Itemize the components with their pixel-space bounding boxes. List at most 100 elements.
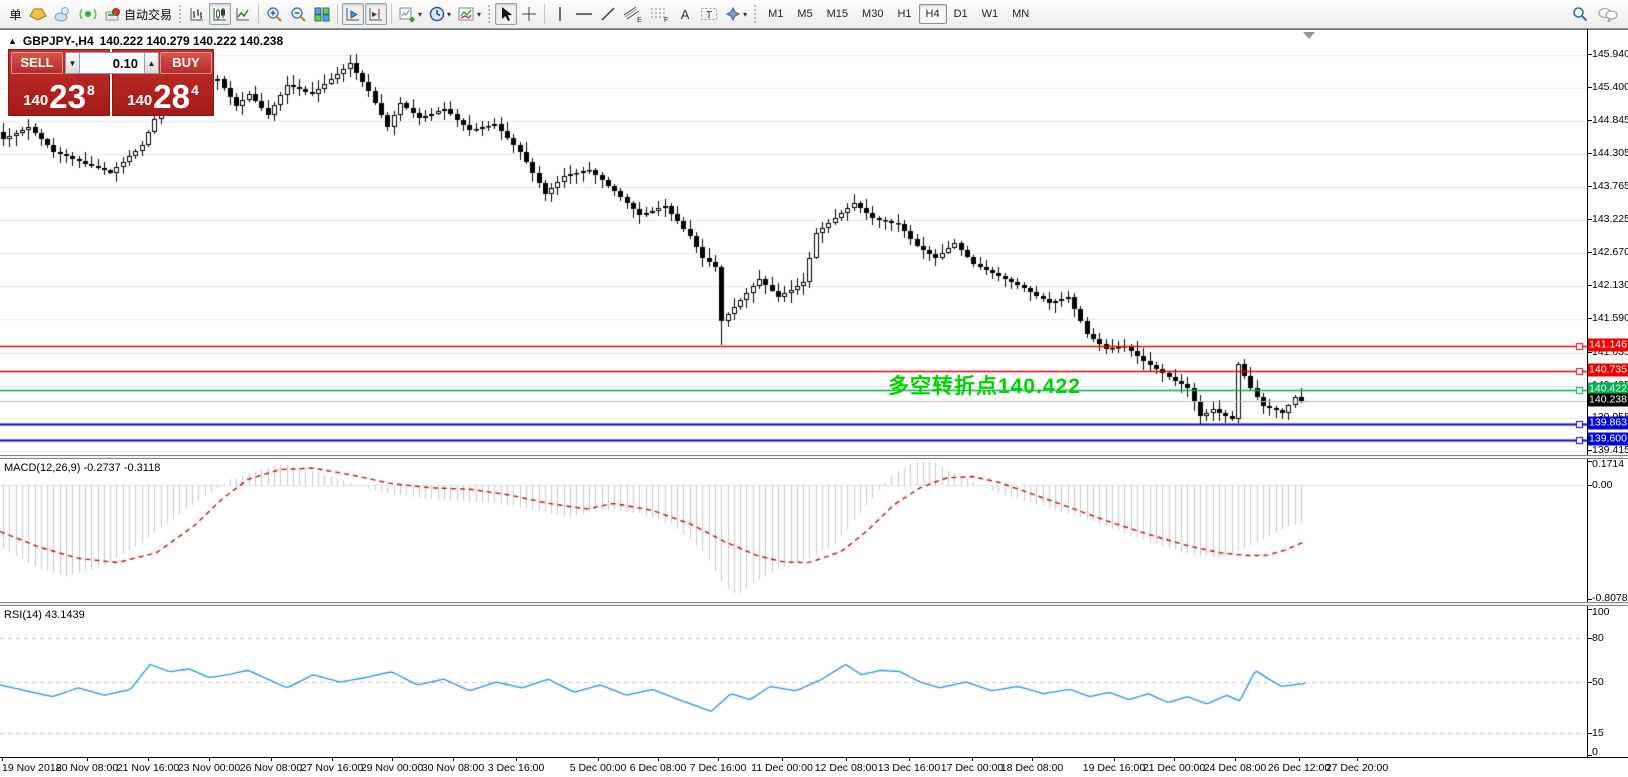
chart-shift-button[interactable] <box>365 3 388 25</box>
time-axis[interactable]: 19 Nov 2018 20 Nov 08:00 21 Nov 16:00 23 No… <box>0 757 1628 777</box>
label-button[interactable]: T <box>697 3 721 25</box>
sell-button[interactable]: SELL <box>11 52 63 74</box>
buy-button[interactable]: BUY <box>160 52 212 74</box>
chart-shift-marker-icon[interactable] <box>1303 32 1315 39</box>
chart-bars-button[interactable] <box>186 3 208 25</box>
time-axis-label: 23 Nov 00:00 <box>177 762 241 774</box>
rsi-scale-label: 50 <box>1592 676 1604 688</box>
price-chart-canvas[interactable] <box>0 30 1587 455</box>
cursor-button[interactable] <box>495 3 518 25</box>
macd-label: MACD(12,26,9) -0.2737 -0.3118 <box>4 462 160 474</box>
price-badge: 139.600 <box>1588 432 1628 446</box>
time-tick-mark <box>453 758 454 761</box>
price-tick-label: 139.415 <box>1592 444 1628 457</box>
autotrading-button[interactable]: 自动交易 <box>101 3 175 25</box>
volume-decrease-button[interactable]: ▼ <box>65 52 80 74</box>
periods-button[interactable]: ▾ <box>426 3 454 25</box>
symbol-period-label: GBPJPY-,H4 <box>22 34 94 48</box>
new-order-button[interactable]: 单 <box>3 3 25 25</box>
auto-scroll-button[interactable] <box>342 3 365 25</box>
pivot-annotation-text[interactable]: 多空转折点140.422 <box>888 375 1081 398</box>
time-axis-label: 13 Dec 16:00 <box>877 762 941 774</box>
time-tick-mark <box>972 758 973 761</box>
volume-increase-button[interactable]: ▲ <box>144 52 159 74</box>
price-tick-mark <box>1587 352 1592 353</box>
trendline-button[interactable] <box>597 3 619 25</box>
vertical-line-button[interactable] <box>549 3 571 25</box>
timeframe-h1[interactable]: H1 <box>897 8 912 20</box>
toolbar-separator <box>258 4 260 24</box>
time-tick-mark <box>2 758 3 761</box>
time-tick-mark <box>658 758 659 761</box>
chart-title: ▲ GBPJPY-,H4 140.222 140.279 140.222 140… <box>8 34 283 48</box>
signal-icon[interactable] <box>76 3 100 25</box>
time-axis-label: 19 Dec 16:00 <box>1082 762 1146 774</box>
time-tick-mark <box>271 758 272 761</box>
rsi-tick-mark <box>1587 609 1592 610</box>
new-order-label: 单 <box>9 7 22 22</box>
timeframe-d1[interactable]: D1 <box>953 8 968 20</box>
macd-scale-label: 0.00 <box>1592 479 1613 491</box>
gold-ingot-icon[interactable] <box>26 3 50 25</box>
timeframe-w1[interactable]: W1 <box>981 8 999 20</box>
timeframe-m5[interactable]: M5 <box>797 8 813 20</box>
collapse-panel-icon[interactable]: ▲ <box>8 36 17 46</box>
zoom-in-button[interactable] <box>263 3 286 25</box>
sell-price-sup: 8 <box>86 82 95 98</box>
arrows-button[interactable]: ▾ <box>722 3 750 25</box>
search-button[interactable] <box>1569 3 1591 25</box>
new-chart-button[interactable]: ▾ <box>396 3 425 25</box>
time-axis-label: 27 Nov 16:00 <box>300 762 364 774</box>
chevron-down-icon: ▾ <box>477 9 482 19</box>
price-tick-label: 141.590 <box>1592 312 1628 325</box>
time-axis-label: 20 Nov 08:00 <box>55 762 119 774</box>
price-tick-label: 144.305 <box>1592 147 1628 160</box>
profile-icon[interactable] <box>51 3 75 25</box>
indicators-button[interactable]: ▾ <box>455 3 484 25</box>
timeframe-group: M1 M5 M15 M30 H1 H4 D1 W1 MN <box>761 4 1036 24</box>
chevron-down-icon: ▾ <box>743 9 748 19</box>
time-tick-mark <box>718 758 719 761</box>
time-tick-mark <box>1235 758 1236 761</box>
text-button[interactable]: A <box>680 6 690 22</box>
toolbar-separator <box>337 4 339 24</box>
timeframe-m30[interactable]: M30 <box>862 8 884 20</box>
volume-input[interactable] <box>80 52 144 74</box>
fibonacci-button[interactable]: F <box>647 3 673 25</box>
time-axis-label: 24 Dec 08:00 <box>1203 762 1267 774</box>
svg-text:F: F <box>664 17 668 23</box>
price-tick-mark <box>1587 450 1592 451</box>
timeframe-m1[interactable]: M1 <box>768 8 784 20</box>
time-axis-label: 26 Nov 08:00 <box>239 762 303 774</box>
rsi-scale-label: 100 <box>1592 606 1610 618</box>
chat-button[interactable] <box>1595 3 1621 25</box>
tile-windows-button[interactable] <box>311 3 333 25</box>
chart-candles-button[interactable] <box>209 3 232 25</box>
time-tick-mark <box>148 758 149 761</box>
timeframe-m15[interactable]: M15 <box>826 8 849 20</box>
chart-line-button[interactable] <box>232 3 254 25</box>
channel-button[interactable]: E <box>620 3 646 25</box>
macd-pane[interactable]: MACD(12,26,9) -0.2737 -0.3118 <box>0 459 1628 602</box>
buy-price-prefix: 140 <box>127 92 153 109</box>
zoom-out-button[interactable] <box>287 3 310 25</box>
price-tick-mark <box>1587 219 1592 220</box>
price-tick-label: 144.845 <box>1592 114 1628 127</box>
pane-divider[interactable] <box>0 602 1628 606</box>
timeframe-mn[interactable]: MN <box>1012 8 1030 20</box>
time-axis-label: 21 Dec 00:00 <box>1142 762 1206 774</box>
macd-canvas[interactable] <box>0 459 1587 602</box>
time-tick-mark <box>909 758 910 761</box>
pane-divider[interactable] <box>0 455 1628 459</box>
timeframe-h4[interactable]: H4 <box>918 4 947 24</box>
rsi-canvas[interactable] <box>0 606 1587 757</box>
time-tick-mark <box>516 758 517 761</box>
sell-price-big: 23 <box>49 78 86 115</box>
crosshair-button[interactable] <box>518 3 540 25</box>
price-chart-pane[interactable]: ▲ GBPJPY-,H4 140.222 140.279 140.222 140… <box>0 29 1628 455</box>
rsi-pane[interactable]: RSI(14) 43.1439 <box>0 606 1628 757</box>
price-badge: 141.146 <box>1588 338 1628 352</box>
buy-price-big: 28 <box>153 78 190 115</box>
horizontal-line-button[interactable] <box>572 3 596 25</box>
